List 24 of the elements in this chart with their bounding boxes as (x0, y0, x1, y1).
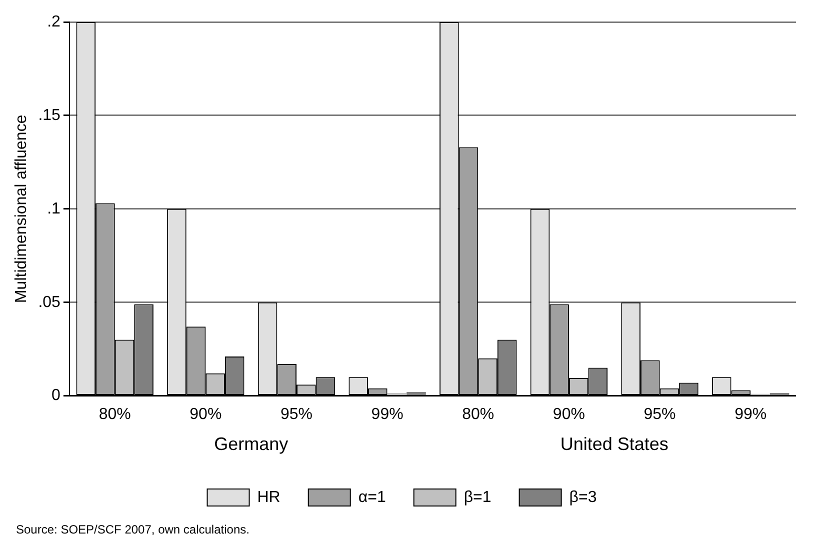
x-tick-label: 99% (734, 406, 767, 423)
legend-label: β=3 (569, 488, 597, 506)
source-note: Source: SOEP/SCF 2007, own calculations. (16, 522, 250, 536)
bar (387, 392, 407, 396)
x-tick-label: 99% (371, 406, 404, 423)
y-tick-label: .1 (47, 200, 61, 218)
x-tick-label: 80% (462, 406, 494, 423)
y-tick-label: .05 (38, 294, 61, 311)
y-tick-label: .2 (47, 13, 61, 30)
legend-label: α=1 (358, 488, 386, 506)
y-tick-label: 0 (52, 387, 61, 404)
text: United States (560, 434, 668, 454)
x-tick-label: 80% (98, 406, 131, 423)
bar (770, 392, 790, 396)
y-axis-title: Multidimensional affluence (13, 114, 30, 304)
x-tick-label: 90% (552, 406, 585, 423)
legend-label: HR (257, 488, 280, 506)
text: Germany (214, 434, 288, 454)
y-tick-label: .15 (38, 106, 61, 124)
x-tick-label: 95% (280, 406, 313, 423)
x-tick-label: 95% (644, 406, 676, 423)
bar (406, 392, 426, 396)
legend-label: β=1 (464, 488, 492, 506)
x-tick-label: 90% (190, 406, 222, 423)
